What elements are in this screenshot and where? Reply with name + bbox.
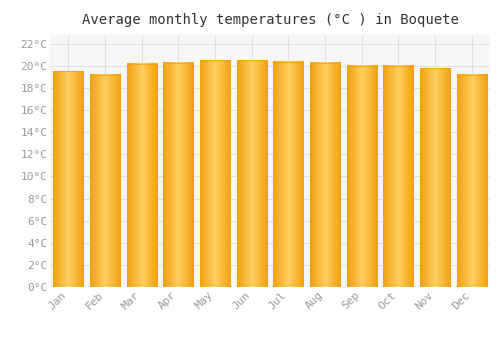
Bar (346, 66, 376, 287)
Bar (200, 61, 230, 287)
Bar (54, 71, 84, 287)
Bar (456, 75, 486, 287)
Title: Average monthly temperatures (°C ) in Boquete: Average monthly temperatures (°C ) in Bo… (82, 13, 458, 27)
Bar (236, 61, 266, 287)
Bar (310, 63, 340, 287)
Bar (420, 68, 450, 287)
Bar (274, 62, 304, 287)
Bar (164, 63, 194, 287)
Bar (126, 64, 156, 287)
Bar (384, 66, 414, 287)
Bar (90, 75, 120, 287)
